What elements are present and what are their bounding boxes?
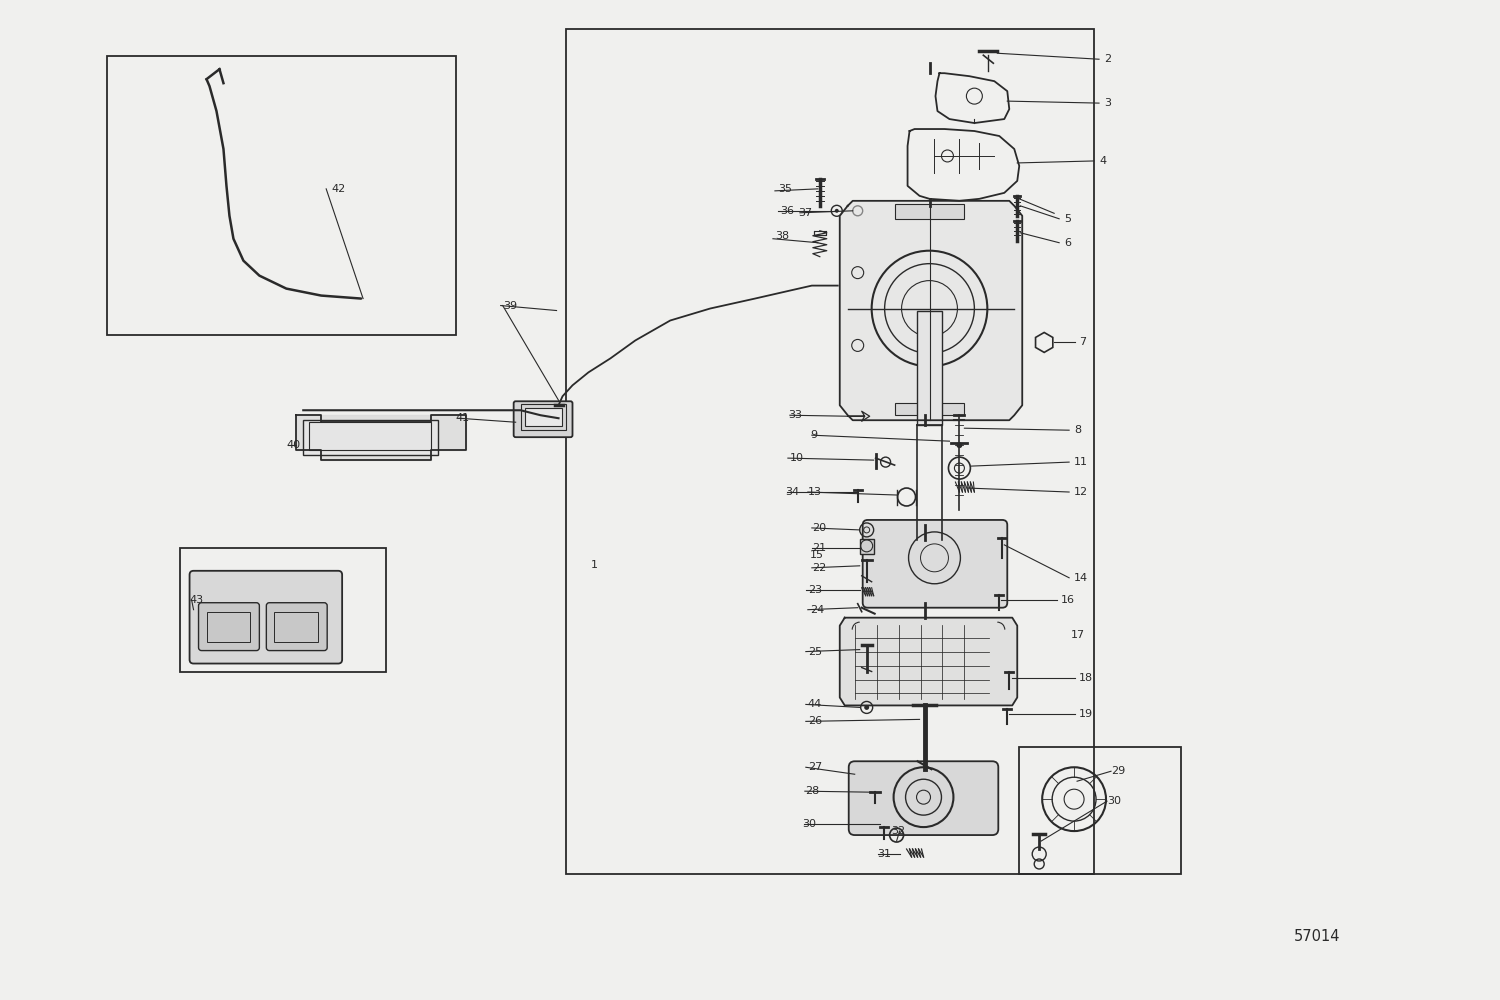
Text: 23: 23 <box>808 585 822 595</box>
Text: 30: 30 <box>802 819 816 829</box>
Bar <box>894 403 964 415</box>
Text: 6: 6 <box>1064 238 1071 248</box>
Text: 20: 20 <box>812 523 826 533</box>
Text: 14: 14 <box>1074 573 1088 583</box>
Text: 42: 42 <box>332 184 345 194</box>
Text: 36: 36 <box>780 206 794 216</box>
Polygon shape <box>840 201 1022 420</box>
Bar <box>207 612 251 642</box>
Polygon shape <box>297 415 466 460</box>
Text: 39: 39 <box>503 301 518 311</box>
Text: 43: 43 <box>189 595 204 605</box>
Text: 34: 34 <box>784 487 800 497</box>
Text: 11: 11 <box>1074 457 1088 467</box>
Text: 38: 38 <box>776 231 789 241</box>
Text: 21: 21 <box>812 543 826 553</box>
Bar <box>859 539 873 554</box>
Text: 41: 41 <box>456 413 470 423</box>
Circle shape <box>957 442 963 448</box>
FancyBboxPatch shape <box>267 603 327 651</box>
Text: 31: 31 <box>878 849 891 859</box>
Text: 28: 28 <box>806 786 819 796</box>
Bar <box>180 548 386 672</box>
Text: 7: 7 <box>1078 337 1086 347</box>
Bar <box>566 29 1094 874</box>
Text: 25: 25 <box>808 647 822 657</box>
Text: 30: 30 <box>1107 796 1120 806</box>
Text: 57014: 57014 <box>1293 929 1340 944</box>
Bar <box>106 56 456 335</box>
Text: 1: 1 <box>591 560 597 570</box>
Text: 15: 15 <box>810 550 824 560</box>
Bar <box>309 422 430 450</box>
Text: 29: 29 <box>1112 766 1125 776</box>
Bar <box>1020 747 1180 874</box>
FancyBboxPatch shape <box>849 761 999 835</box>
Text: 19: 19 <box>1078 709 1094 719</box>
Text: 2: 2 <box>1104 54 1112 64</box>
Text: 12: 12 <box>1074 487 1088 497</box>
Text: 5: 5 <box>1064 214 1071 224</box>
Text: 9: 9 <box>810 430 818 440</box>
Bar <box>525 408 561 426</box>
Text: 16: 16 <box>1060 595 1076 605</box>
Text: 13: 13 <box>808 487 822 497</box>
Bar <box>274 612 318 642</box>
Text: 3: 3 <box>1104 98 1112 108</box>
Bar <box>894 204 964 219</box>
Text: 17: 17 <box>1071 630 1084 640</box>
Text: 27: 27 <box>808 762 822 772</box>
FancyBboxPatch shape <box>198 603 260 651</box>
Bar <box>520 404 566 430</box>
Text: 26: 26 <box>808 716 822 726</box>
Text: 37: 37 <box>798 208 812 218</box>
Text: 33: 33 <box>788 410 802 420</box>
Text: 8: 8 <box>1074 425 1082 435</box>
Text: 22: 22 <box>812 563 826 573</box>
Circle shape <box>864 705 868 710</box>
Text: 44: 44 <box>808 699 822 709</box>
Text: 40: 40 <box>286 440 300 450</box>
Bar <box>916 311 942 425</box>
Text: 10: 10 <box>790 453 804 463</box>
Text: 35: 35 <box>778 184 792 194</box>
Circle shape <box>836 209 839 213</box>
FancyBboxPatch shape <box>513 401 573 437</box>
Bar <box>303 420 438 455</box>
Text: 32: 32 <box>891 826 906 836</box>
FancyBboxPatch shape <box>862 520 1008 608</box>
Text: 18: 18 <box>1078 673 1094 683</box>
FancyBboxPatch shape <box>189 571 342 664</box>
Text: 4: 4 <box>1100 156 1106 166</box>
Text: 24: 24 <box>810 605 824 615</box>
Polygon shape <box>840 618 1017 705</box>
